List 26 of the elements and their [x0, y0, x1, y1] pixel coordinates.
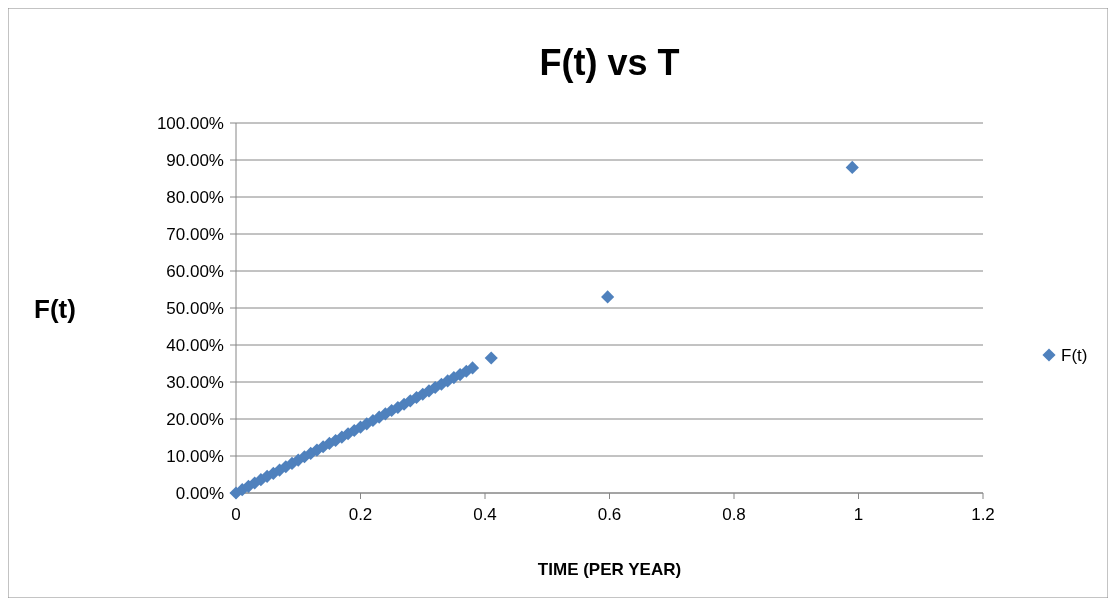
x-tick-label: 0.4 [473, 505, 497, 524]
y-tick-label: 40.00% [166, 336, 224, 355]
y-tick-label: 100.00% [156, 114, 224, 133]
x-tick-label: 0.2 [348, 505, 373, 524]
legend-label: F(t) [1061, 346, 1088, 365]
x-tick-label: 1 [853, 505, 864, 524]
x-tick-label: 1.2 [971, 505, 995, 524]
point [845, 160, 859, 174]
y-tick-label: 50.00% [166, 299, 224, 318]
x-tick-label: 0.6 [597, 505, 622, 524]
point [601, 290, 615, 304]
x-tick-label: 0.8 [722, 505, 746, 524]
y-tick-label: 80.00% [166, 188, 224, 207]
y-tick-label: 20.00% [166, 410, 224, 429]
y-tick-label: 10.00% [166, 447, 224, 466]
y-axis-title: F(t) [34, 294, 76, 324]
point [465, 361, 480, 375]
y-tick-label: 60.00% [166, 262, 224, 281]
y-tick-label: 70.00% [166, 225, 224, 244]
y-tick-label: 0.00% [175, 484, 224, 503]
point [484, 351, 498, 365]
y-tick-label: 90.00% [166, 151, 224, 170]
y-tick-label: 30.00% [166, 373, 224, 392]
x-tick-label: 0 [231, 505, 241, 524]
x-axis-title: TIME (PER YEAR) [537, 560, 682, 579]
chart-title: F(t) vs T [539, 42, 680, 83]
